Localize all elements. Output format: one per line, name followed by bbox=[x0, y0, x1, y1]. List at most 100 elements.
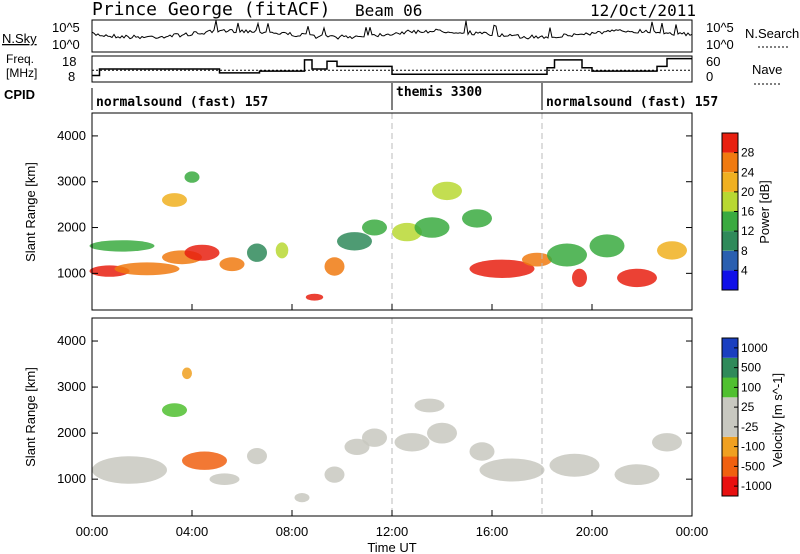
velocity-echo-patch bbox=[614, 464, 660, 485]
x-tick-label: 20:00 bbox=[576, 524, 609, 539]
x-tick-label: 16:00 bbox=[476, 524, 509, 539]
velocity-colorbar-tick-label: -100 bbox=[741, 440, 765, 454]
nsky-panel: N.Sky 10^5 10^0 10^5 10^0 N.Search bbox=[2, 19, 799, 53]
power-colorbar-tick-label: 12 bbox=[741, 224, 755, 238]
power-ytick-label: 2000 bbox=[57, 220, 86, 235]
freq-label-line2: [MHz] bbox=[6, 66, 37, 80]
power-echo-patch bbox=[275, 242, 289, 259]
cpid-segment-label: normalsound (fast) 157 bbox=[96, 95, 268, 110]
nsky-trace bbox=[91, 20, 693, 40]
beam-label: Beam 06 bbox=[355, 1, 422, 20]
velocity-colorbar-tick-label: -1000 bbox=[741, 479, 772, 493]
velocity-echo-patch bbox=[182, 367, 192, 380]
chart-title: Prince George (fitACF) bbox=[92, 0, 330, 20]
power-echo-patch bbox=[469, 259, 535, 278]
cpid-row: CPID normalsound (fast) 157 themis 3300 no… bbox=[4, 83, 718, 110]
freq-scale-bottom: 8 bbox=[68, 69, 75, 84]
nsky-frame bbox=[91, 19, 693, 53]
power-echo-patch bbox=[337, 232, 372, 251]
velocity-ytick-label: 2000 bbox=[57, 425, 86, 440]
freq-panel: Freq. [MHz] 18 8 60 0 Nave bbox=[6, 52, 782, 85]
power-echo-patch bbox=[305, 293, 324, 301]
power-echo-patch bbox=[547, 243, 587, 267]
velocity-colorbar-tick-label: -500 bbox=[741, 459, 765, 473]
velocity-colorbar-swatch bbox=[722, 417, 738, 437]
nsearch-scale-bottom: 10^0 bbox=[706, 37, 734, 52]
date-label: 12/Oct/2011 bbox=[590, 1, 696, 20]
velocity-panel: Slant Range [km] 1000 2000 3000 4000 1000 50… bbox=[23, 317, 785, 517]
power-echo-patch bbox=[617, 268, 657, 288]
power-colorbar-swatch bbox=[722, 231, 738, 251]
nave-scale-bottom: 0 bbox=[706, 69, 713, 84]
power-echo-patch bbox=[184, 171, 200, 183]
power-colorbar-swatch bbox=[722, 172, 738, 192]
velocity-echo-patch bbox=[549, 453, 600, 477]
power-panel: Slant Range [km] 1000 2000 3000 4000 28 24 20… bbox=[23, 112, 772, 311]
velocity-colorbar-swatch bbox=[722, 456, 738, 477]
power-echo-patch bbox=[89, 240, 155, 252]
power-colorbar-tick-label: 24 bbox=[741, 165, 755, 179]
power-colorbar-tick-label: 28 bbox=[741, 146, 755, 160]
cpid-segment-label: themis 3300 bbox=[396, 85, 482, 100]
velocity-echo-patch bbox=[344, 438, 370, 455]
velocity-colorbar-swatch bbox=[722, 397, 738, 418]
velocity-echo-patch bbox=[427, 422, 457, 444]
x-tick-label: 04:00 bbox=[176, 524, 209, 539]
nsearch-scale-top: 10^5 bbox=[706, 20, 734, 35]
velocity-colorbar-tick-label: -25 bbox=[741, 420, 759, 434]
velocity-echo-patch bbox=[324, 466, 345, 483]
power-echo-patch bbox=[324, 257, 345, 276]
velocity-echo-patch bbox=[414, 398, 445, 413]
velocity-colorbar-swatch bbox=[722, 338, 738, 358]
power-colorbar-tick-label: 4 bbox=[741, 263, 748, 277]
velocity-frame bbox=[91, 317, 693, 517]
x-axis: Time UT 00:00 04:00 08:00 12:00 16:00 20:00 00… bbox=[76, 304, 709, 554]
velocity-colorbar-swatch bbox=[722, 476, 738, 497]
header: Prince George (fitACF) Beam 06 12/Oct/20… bbox=[92, 0, 696, 20]
cpid-segment-label: normalsound (fast) 157 bbox=[546, 95, 718, 110]
power-ytick-label: 4000 bbox=[57, 128, 86, 143]
power-echo-patch bbox=[432, 181, 462, 201]
velocity-echo-patch bbox=[394, 433, 430, 452]
power-frame bbox=[91, 112, 693, 311]
velocity-ytick-label: 4000 bbox=[57, 333, 86, 348]
power-echo-patch bbox=[362, 219, 387, 236]
power-ytick-label: 1000 bbox=[57, 265, 86, 280]
nave-scale-top: 60 bbox=[706, 54, 720, 69]
power-colorbar-swatch bbox=[722, 270, 738, 290]
power-echo-patch bbox=[572, 268, 587, 288]
x-tick-label: 00:00 bbox=[76, 524, 109, 539]
velocity-echo-patch bbox=[92, 456, 167, 484]
nsky-scale-top: 10^5 bbox=[52, 20, 80, 35]
velocity-echo-patch bbox=[247, 448, 267, 465]
power-echo-patch bbox=[219, 257, 245, 272]
power-colorbar-tick-label: 8 bbox=[741, 244, 748, 258]
velocity-echo-patch bbox=[209, 473, 240, 486]
velocity-ylabel: Slant Range [km] bbox=[23, 367, 38, 467]
velocity-colorbar-tick-label: 25 bbox=[741, 400, 755, 414]
nsearch-label: N.Search bbox=[745, 26, 799, 41]
power-colorbar-swatch bbox=[722, 133, 738, 153]
freq-trace bbox=[92, 57, 692, 77]
velocity-colorbar-tick-label: 500 bbox=[741, 361, 761, 375]
power-echo-patch bbox=[522, 252, 552, 267]
x-tick-label: 12:00 bbox=[376, 524, 409, 539]
power-colorbar-tick-label: 20 bbox=[741, 185, 755, 199]
velocity-colorbar-tick-label: 100 bbox=[741, 380, 761, 394]
x-tick-label: 08:00 bbox=[276, 524, 309, 539]
velocity-colorbar-swatch bbox=[722, 377, 738, 398]
power-echo-patch bbox=[414, 217, 450, 238]
velocity-colorbar-swatch bbox=[722, 436, 738, 457]
power-ytick-label: 3000 bbox=[57, 174, 86, 189]
power-colorbar-swatch bbox=[722, 211, 738, 232]
velocity-echo-patch bbox=[652, 433, 682, 452]
power-echo-patch bbox=[589, 234, 625, 258]
velocity-colorbar-tick-label: 1000 bbox=[741, 341, 768, 355]
velocity-ytick-label: 3000 bbox=[57, 379, 86, 394]
power-colorbar-swatch bbox=[722, 152, 738, 173]
velocity-echo-patch bbox=[294, 493, 310, 503]
x-tick-label: 00:00 bbox=[676, 524, 709, 539]
nave-label: Nave bbox=[752, 62, 782, 77]
power-colorbar-swatch bbox=[722, 191, 738, 212]
